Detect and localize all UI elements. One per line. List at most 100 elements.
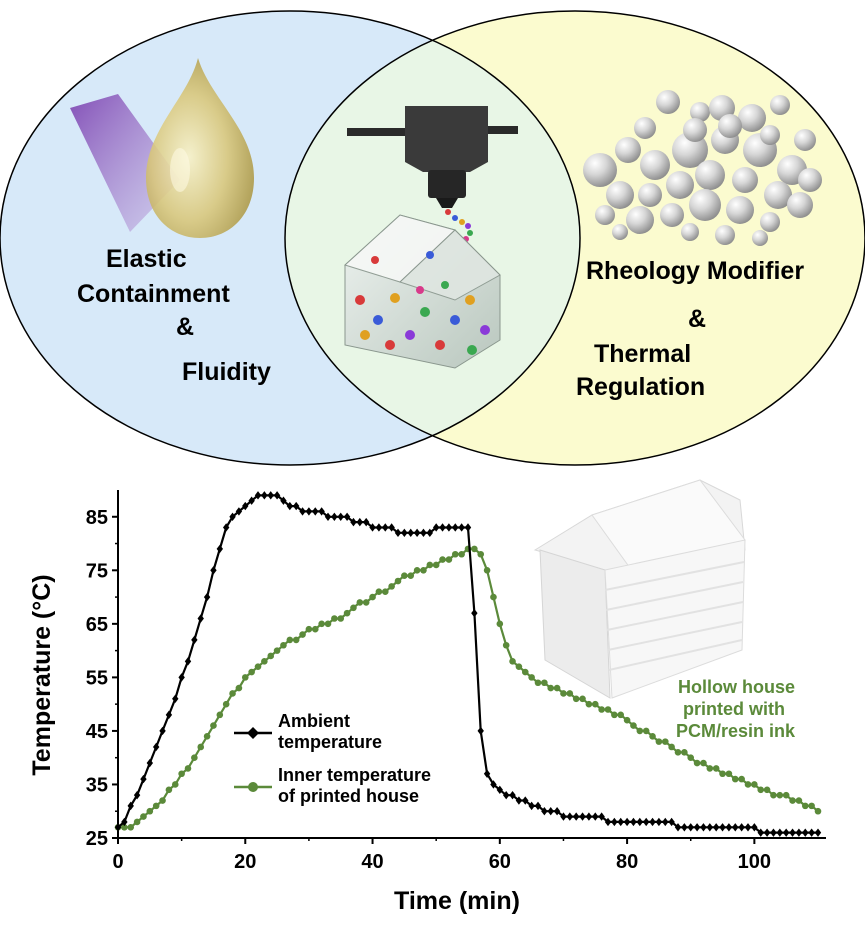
inner-point bbox=[681, 749, 688, 756]
ambient-point bbox=[522, 796, 529, 805]
ambient-point bbox=[413, 528, 421, 538]
inner-point bbox=[757, 786, 765, 794]
ambient-point bbox=[292, 501, 300, 511]
inner-point bbox=[477, 550, 485, 558]
ambient-point bbox=[191, 635, 198, 645]
ambient-point bbox=[566, 812, 574, 821]
inner-point bbox=[261, 658, 268, 665]
ambient-point bbox=[178, 673, 185, 682]
inner-point bbox=[432, 561, 440, 569]
inner-point bbox=[649, 732, 656, 740]
ambient-point bbox=[458, 523, 465, 532]
ambient-point bbox=[222, 523, 230, 532]
inner-point bbox=[502, 641, 510, 649]
ambient-point bbox=[140, 774, 147, 784]
inner-point bbox=[407, 572, 415, 579]
inner-point bbox=[725, 770, 733, 778]
right-label-line-1: Rheology Modifier bbox=[586, 257, 805, 285]
inner-point bbox=[471, 545, 478, 553]
sphere-icon bbox=[638, 183, 662, 207]
ambient-point bbox=[572, 812, 580, 821]
inner-point bbox=[127, 823, 135, 831]
ambient-point bbox=[356, 517, 364, 527]
house-note-line-1: Hollow house bbox=[678, 677, 795, 697]
inner-point bbox=[553, 684, 561, 692]
ambient-point bbox=[693, 823, 701, 832]
inner-point bbox=[331, 615, 338, 622]
ambient-point bbox=[401, 528, 408, 538]
x-tick-label: 0 bbox=[112, 851, 123, 873]
ambient-point bbox=[382, 523, 389, 532]
ambient-point bbox=[267, 491, 274, 500]
inner-point bbox=[267, 652, 275, 660]
inner-point bbox=[636, 727, 644, 735]
ambient-point bbox=[598, 812, 605, 821]
ambient-point bbox=[617, 817, 624, 827]
ambient-point bbox=[515, 796, 523, 805]
inner-point bbox=[642, 727, 650, 735]
legend-ambient-line-1: Ambient bbox=[278, 711, 350, 731]
printed-house-icon bbox=[344, 214, 501, 369]
inner-point bbox=[299, 631, 306, 638]
ambient-point bbox=[795, 828, 803, 837]
inner-point bbox=[439, 556, 446, 563]
inner-point bbox=[719, 770, 726, 778]
ambient-point bbox=[452, 523, 459, 532]
ambient-point bbox=[152, 742, 160, 752]
ambient-point bbox=[420, 528, 427, 538]
left-label-line-4: Fluidity bbox=[182, 358, 271, 386]
ambient-point bbox=[744, 823, 752, 832]
ambient-point bbox=[725, 823, 733, 832]
x-tick-label: 100 bbox=[738, 851, 771, 873]
inner-point bbox=[248, 668, 255, 676]
inner-point bbox=[235, 684, 243, 692]
inner-point bbox=[521, 668, 529, 676]
inner-point bbox=[566, 690, 574, 697]
ambient-point bbox=[789, 828, 796, 837]
sphere-icon bbox=[626, 206, 654, 234]
inner-point bbox=[738, 775, 745, 783]
sphere-icon bbox=[695, 160, 725, 190]
ambient-point bbox=[802, 828, 809, 837]
inner-point bbox=[273, 647, 281, 654]
ambient-point bbox=[649, 817, 656, 827]
x-tick-label: 80 bbox=[616, 851, 638, 873]
ambient-point bbox=[668, 817, 675, 827]
sphere-icon bbox=[583, 153, 617, 187]
sphere-icon bbox=[660, 203, 684, 227]
ambient-point bbox=[477, 726, 484, 736]
chart-axes: 25 35 45 55 65 75 85 0 20 40 60 80 100 bbox=[86, 490, 826, 873]
sphere-icon bbox=[798, 168, 822, 192]
y-tick-label: 35 bbox=[86, 774, 108, 796]
inner-point bbox=[197, 743, 205, 751]
ambient-point bbox=[197, 614, 204, 623]
inner-point bbox=[630, 722, 637, 729]
ambient-point bbox=[337, 512, 344, 521]
ambient-point bbox=[343, 512, 351, 521]
legend-inner: Inner temperature of printed house bbox=[234, 765, 431, 806]
inner-point bbox=[509, 658, 516, 665]
sphere-icon bbox=[726, 196, 754, 224]
sphere-icon bbox=[612, 224, 628, 240]
inner-point bbox=[547, 684, 555, 692]
ambient-point bbox=[814, 828, 822, 837]
ambient-point bbox=[375, 523, 383, 532]
ambient-point bbox=[636, 817, 644, 827]
ambient-point bbox=[286, 501, 294, 511]
legend-ambient-line-2: temperature bbox=[278, 732, 382, 752]
sphere-icon bbox=[764, 181, 792, 209]
inner-point bbox=[700, 759, 707, 767]
inner-point bbox=[604, 706, 612, 713]
inner-point bbox=[254, 663, 262, 670]
inner-point bbox=[560, 690, 567, 697]
ambient-point bbox=[808, 828, 815, 837]
inner-point bbox=[356, 599, 364, 606]
ambient-point bbox=[642, 817, 650, 827]
sphere-icon bbox=[634, 117, 656, 139]
inner-point bbox=[585, 700, 593, 708]
inner-point bbox=[121, 823, 128, 831]
inner-point bbox=[458, 550, 465, 558]
inner-point bbox=[178, 770, 185, 778]
legend-ambient: Ambient temperature bbox=[234, 711, 382, 752]
inner-point bbox=[693, 759, 701, 767]
